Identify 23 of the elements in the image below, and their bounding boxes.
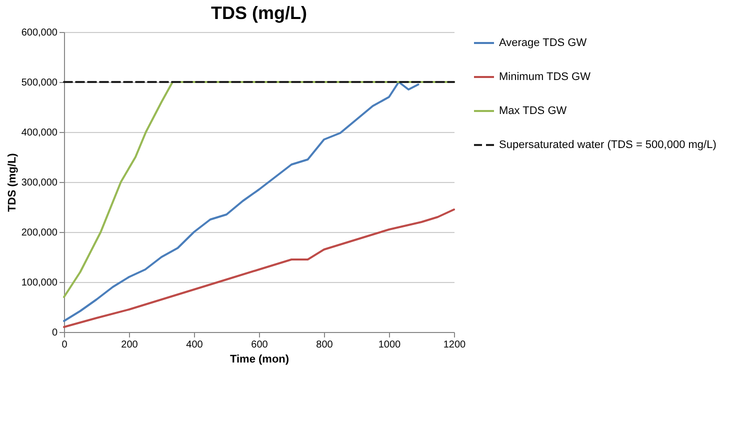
legend-label: Average TDS GW [499, 37, 588, 49]
x-tick-label: 0 [62, 340, 68, 350]
legend-label: Supersaturated water (TDS = 500,000 mg/L) [499, 139, 716, 151]
y-tick-label: 300,000 [21, 178, 58, 188]
x-tick-label: 400 [186, 340, 204, 350]
legend-label: Minimum TDS GW [499, 71, 592, 83]
x-axis-title: Time (mon) [230, 354, 290, 366]
y-axis-title: TDS (mg/L) [6, 152, 18, 212]
x-tick-label: 1000 [378, 340, 402, 350]
line-series [63, 81, 420, 322]
y-tick-label: 200,000 [21, 228, 58, 238]
chart-title: TDS (mg/L) [211, 3, 307, 23]
x-tick-label: 600 [251, 340, 268, 350]
y-tick-label: 0 [52, 328, 58, 338]
x-tick-label: 1200 [443, 340, 466, 350]
y-tick-label: 100,000 [21, 278, 58, 288]
legend-label: Max TDS GW [499, 105, 568, 117]
y-tick-label: 600,000 [21, 28, 58, 38]
y-tick-label: 400,000 [21, 128, 58, 138]
line-series [63, 208, 455, 328]
x-tick-label: 200 [121, 340, 138, 350]
y-tick-label: 500,000 [21, 78, 58, 88]
x-tick-label: 800 [316, 340, 334, 350]
